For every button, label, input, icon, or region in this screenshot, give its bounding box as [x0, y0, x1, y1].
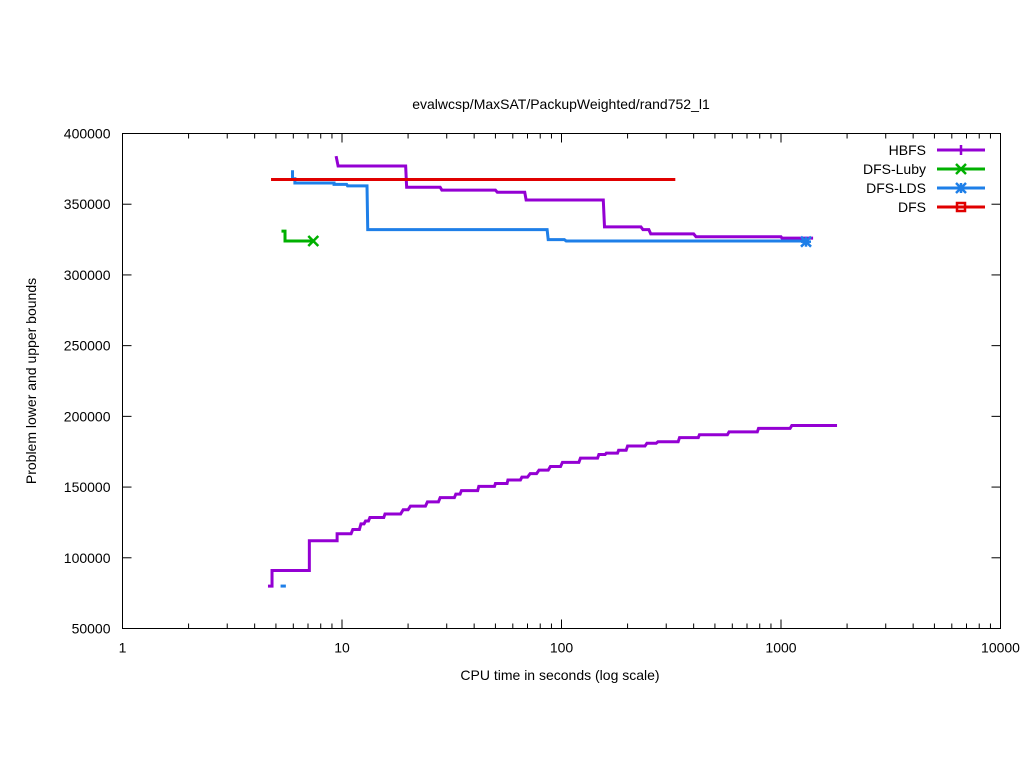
- y-axis: 50000 100000 150000 200000 250000 300000 35000…: [64, 126, 1001, 637]
- plot-frame: [122, 133, 1001, 629]
- series-line-hbfs: [267, 424, 838, 588]
- series-layer: [267, 155, 838, 588]
- legend-marker-dfs-luby: [955, 163, 967, 175]
- legend: HBFS DFS-Luby DFS-LDS DFS: [863, 142, 985, 215]
- x-tick-label: 1000: [765, 640, 796, 656]
- point-marker-dfs-lds: [800, 235, 812, 248]
- y-tick-label: 50000: [72, 621, 111, 637]
- x-axis-label: CPU time in seconds (log scale): [460, 667, 659, 683]
- y-tick-label: 150000: [64, 479, 111, 495]
- series-line-dfs-luby: [281, 229, 314, 243]
- x-tick-label: 100: [550, 640, 574, 656]
- chart-title: evalwcsp/MaxSAT/PackupWeighted/rand752_l…: [412, 96, 710, 112]
- legend-label-dfs-lds: DFS-LDS: [866, 180, 926, 196]
- series-line-hbfs: [334, 155, 814, 240]
- y-tick-label: 350000: [64, 196, 111, 212]
- y-tick-label: 400000: [64, 126, 111, 142]
- y-tick-label: 100000: [64, 550, 111, 566]
- y-tick-label: 250000: [64, 338, 111, 354]
- x-tick-label: 1: [119, 640, 127, 656]
- y-tick-label: 300000: [64, 267, 111, 283]
- y-axis-label: Problem lower and upper bounds: [23, 278, 39, 484]
- series-line-dfs-lds: [291, 170, 808, 243]
- point-marker-dfs-luby: [307, 235, 320, 247]
- legend-label-dfs-luby: DFS-Luby: [863, 161, 926, 177]
- x-tick-label: 10: [334, 640, 350, 656]
- x-tick-label: 10000: [981, 640, 1020, 656]
- legend-marker-dfs-lds: [955, 182, 967, 194]
- point-markers: [307, 235, 812, 248]
- legend-marker-hbfs: [956, 145, 966, 155]
- legend-marker-dfs: [955, 201, 967, 213]
- y-tick-label: 200000: [64, 408, 111, 424]
- x-axis: 1 10 100 1000 10000: [119, 133, 1020, 656]
- legend-label-dfs: DFS: [898, 199, 926, 215]
- legend-label-hbfs: HBFS: [889, 142, 926, 158]
